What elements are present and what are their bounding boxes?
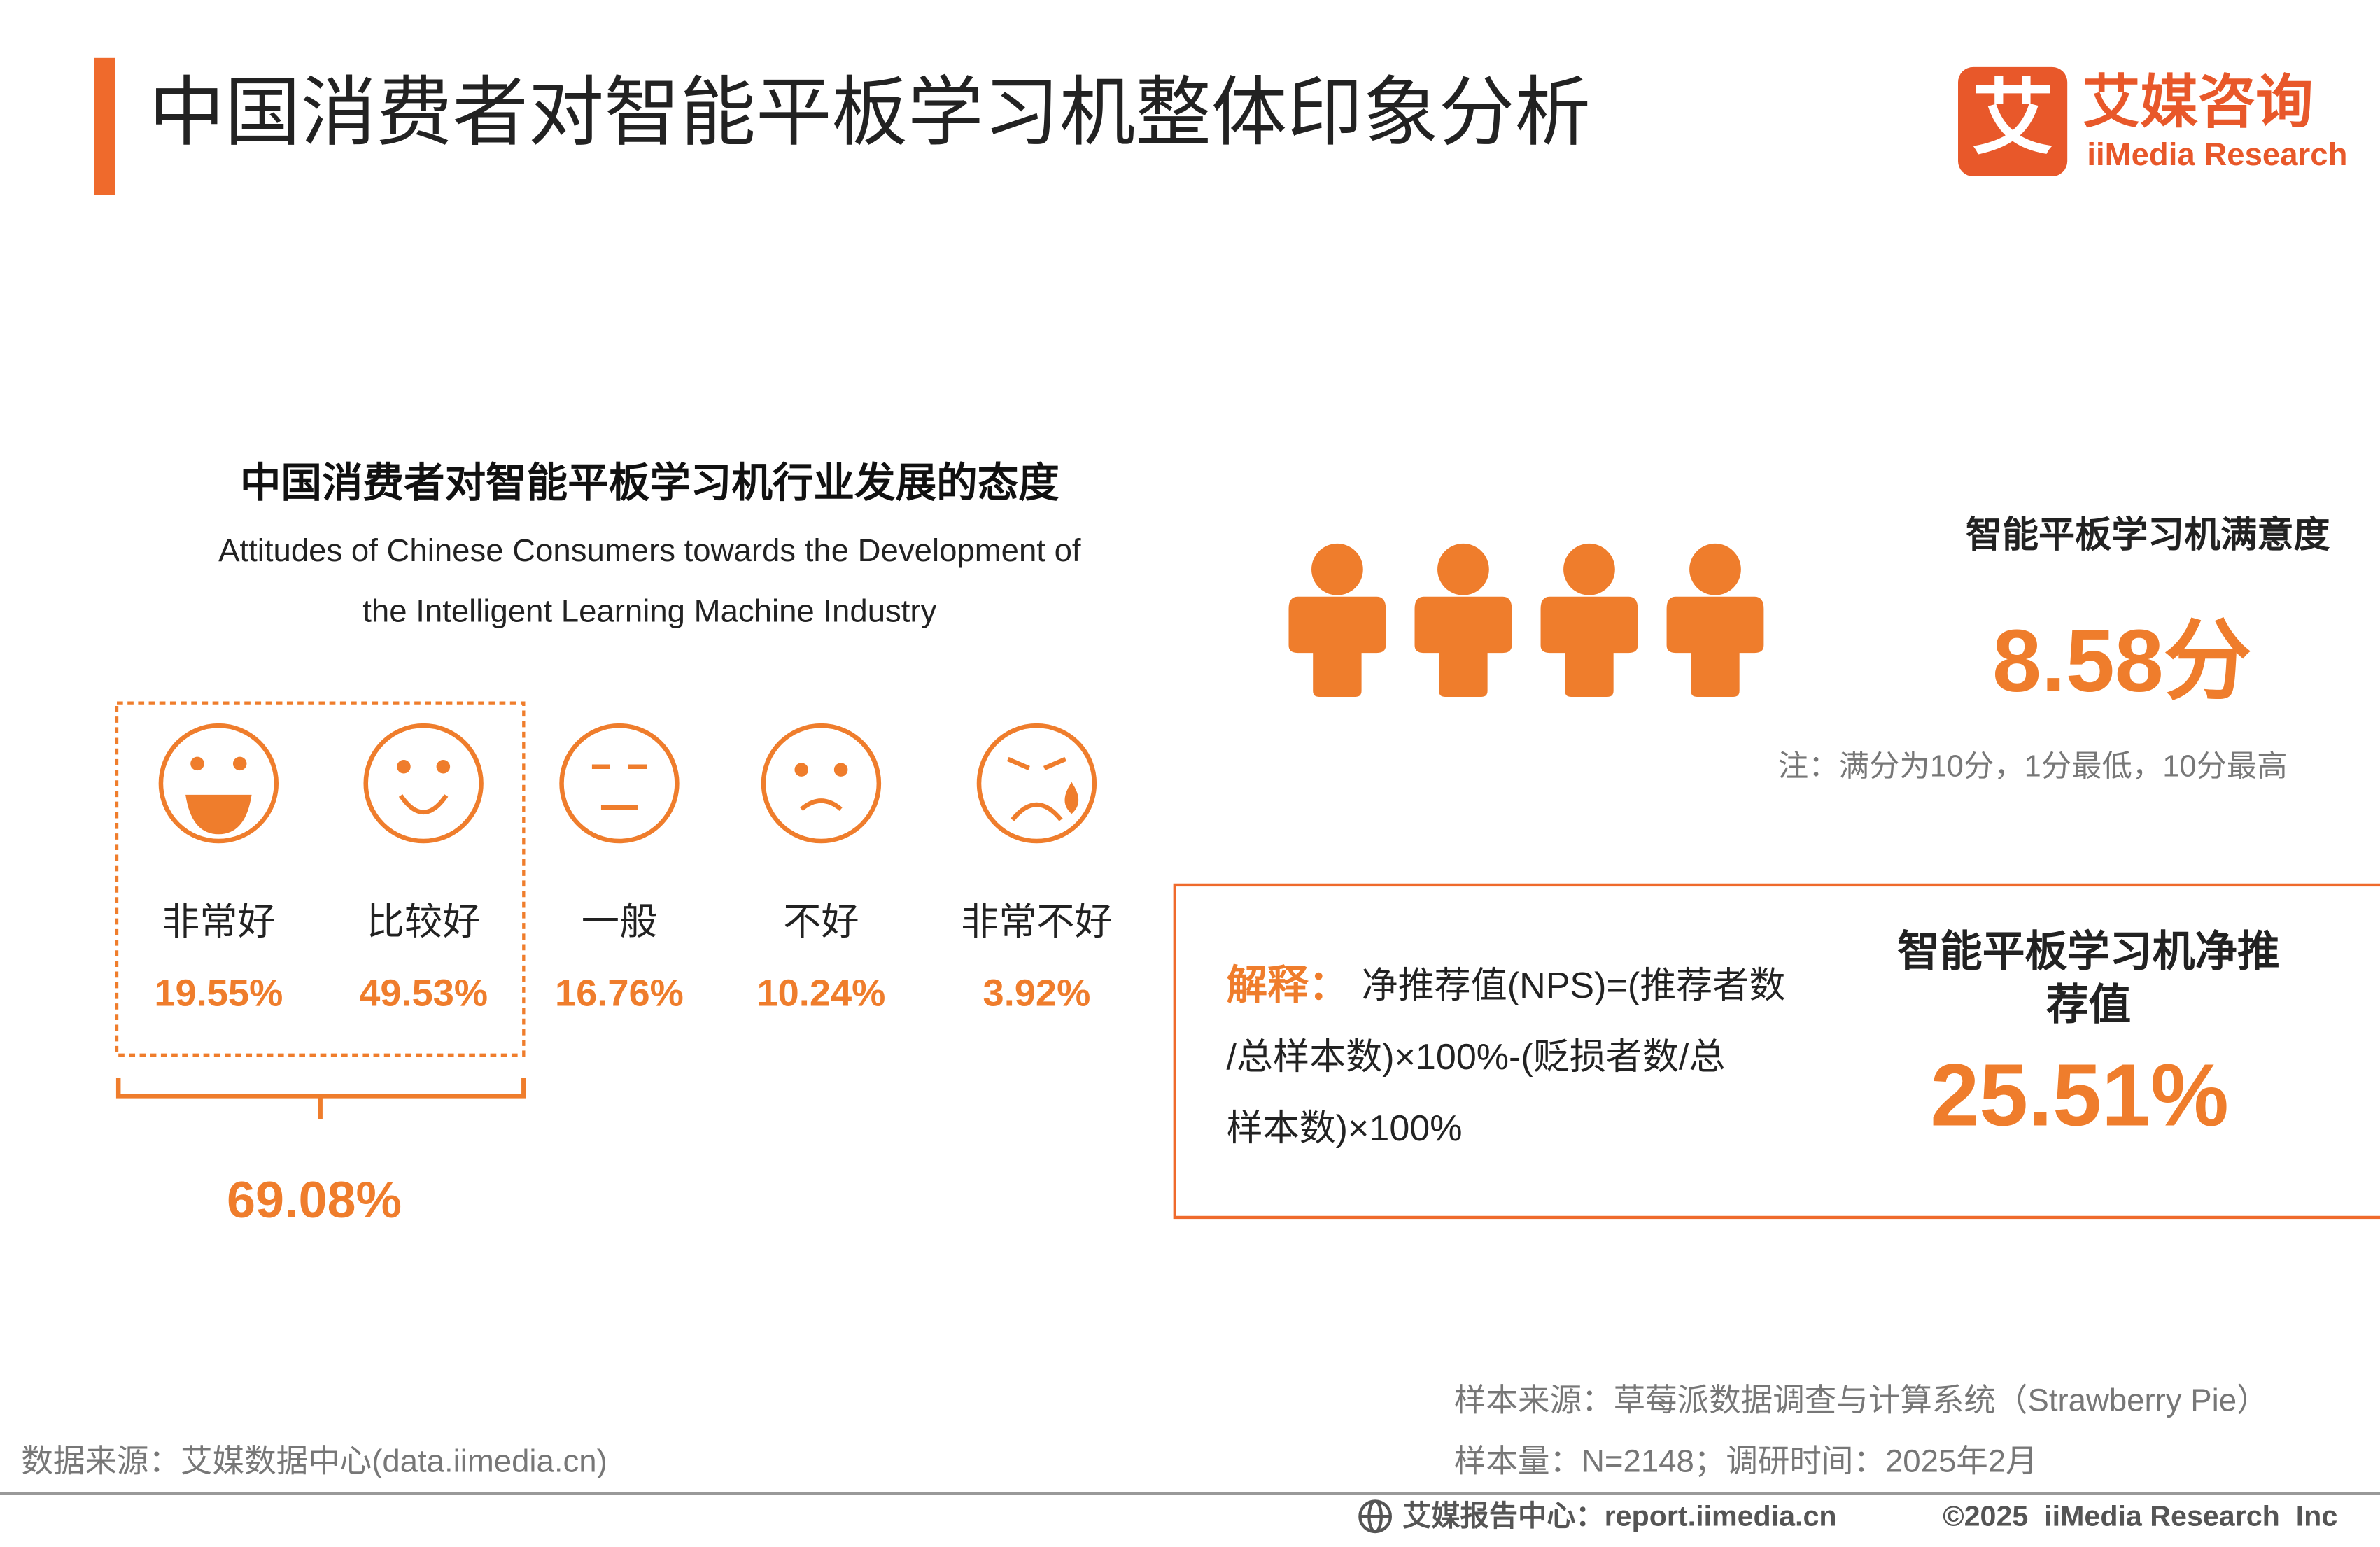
nps-explain: 净推荐值(NPS)=(推荐者数 <box>1362 966 1786 1006</box>
attitude-value: 16.76% <box>555 973 684 1015</box>
attitude-value: 10.24% <box>756 973 885 1015</box>
attitude-label: 比较好 <box>367 901 481 943</box>
attitude-label: 非常不好 <box>961 901 1113 943</box>
satisfaction-title: 智能平板学习机满意度 <box>1966 515 2330 556</box>
section-subtitle: Attitudes of Chinese Consumers towards t… <box>218 532 1081 568</box>
attitude-value: 49.53% <box>359 973 488 1015</box>
nps-explain: 样本数)×100% <box>1227 1108 1463 1149</box>
sample-size: 样本量：N=2148；调研时间：2025年2月 <box>1454 1443 2038 1478</box>
faces <box>158 723 1097 844</box>
attitude-label: 一般 <box>582 901 657 943</box>
nps-title: 智能平板学习机净推 <box>1897 928 2279 975</box>
people-icons <box>1288 543 1890 697</box>
attitude-value: 19.55% <box>154 973 283 1015</box>
title-bar <box>94 57 115 195</box>
attitude-label: 非常好 <box>162 901 276 943</box>
attitude-value: 3.92% <box>983 973 1091 1015</box>
section-subtitle: the Intelligent Learning Machine Industr… <box>362 593 936 629</box>
section-title: 中国消费者对智能平板学习机行业发展的态度 <box>240 460 1059 506</box>
nps-value: 25.51% <box>1930 1045 2229 1144</box>
nps-title: 荐值 <box>2046 981 2131 1029</box>
sample-source: 样本来源：草莓派数据调查与计算系统（Strawberry Pie） <box>1454 1383 2269 1418</box>
positive-box <box>115 701 526 1057</box>
positive-total: 69.08% <box>227 1171 402 1229</box>
data-source: 数据来源：艾媒数据中心(data.iimedia.cn) <box>21 1443 607 1478</box>
logo-en: iiMedia Research <box>2087 136 2347 172</box>
nps-explain-label: 解释： <box>1227 963 1350 1008</box>
satisfaction-note: 注：满分为10分，1分最低，10分最高 <box>1778 749 2288 783</box>
nps-explain: /总样本数)×100%-(贬损者数/总 <box>1227 1037 1726 1078</box>
copyright: ©2025 iiMedia Research Inc <box>1943 1499 2337 1532</box>
nps-box <box>1173 883 2380 1220</box>
globe-icon <box>1358 1499 1392 1534</box>
report-center: 艾媒报告中心：report.iimedia.cn <box>1402 1499 1836 1532</box>
bracket <box>115 1078 526 1119</box>
logo-cn: 艾媒咨询 <box>2083 70 2314 134</box>
page-title: 中国消费者对智能平板学习机整体印象分析 <box>149 70 1591 155</box>
logo-mark: 艾 <box>1972 72 2054 164</box>
satisfaction-score: 8.58分 <box>1992 612 2252 710</box>
attitude-label: 不好 <box>783 901 859 943</box>
logo-mark-bg <box>1958 66 2068 176</box>
